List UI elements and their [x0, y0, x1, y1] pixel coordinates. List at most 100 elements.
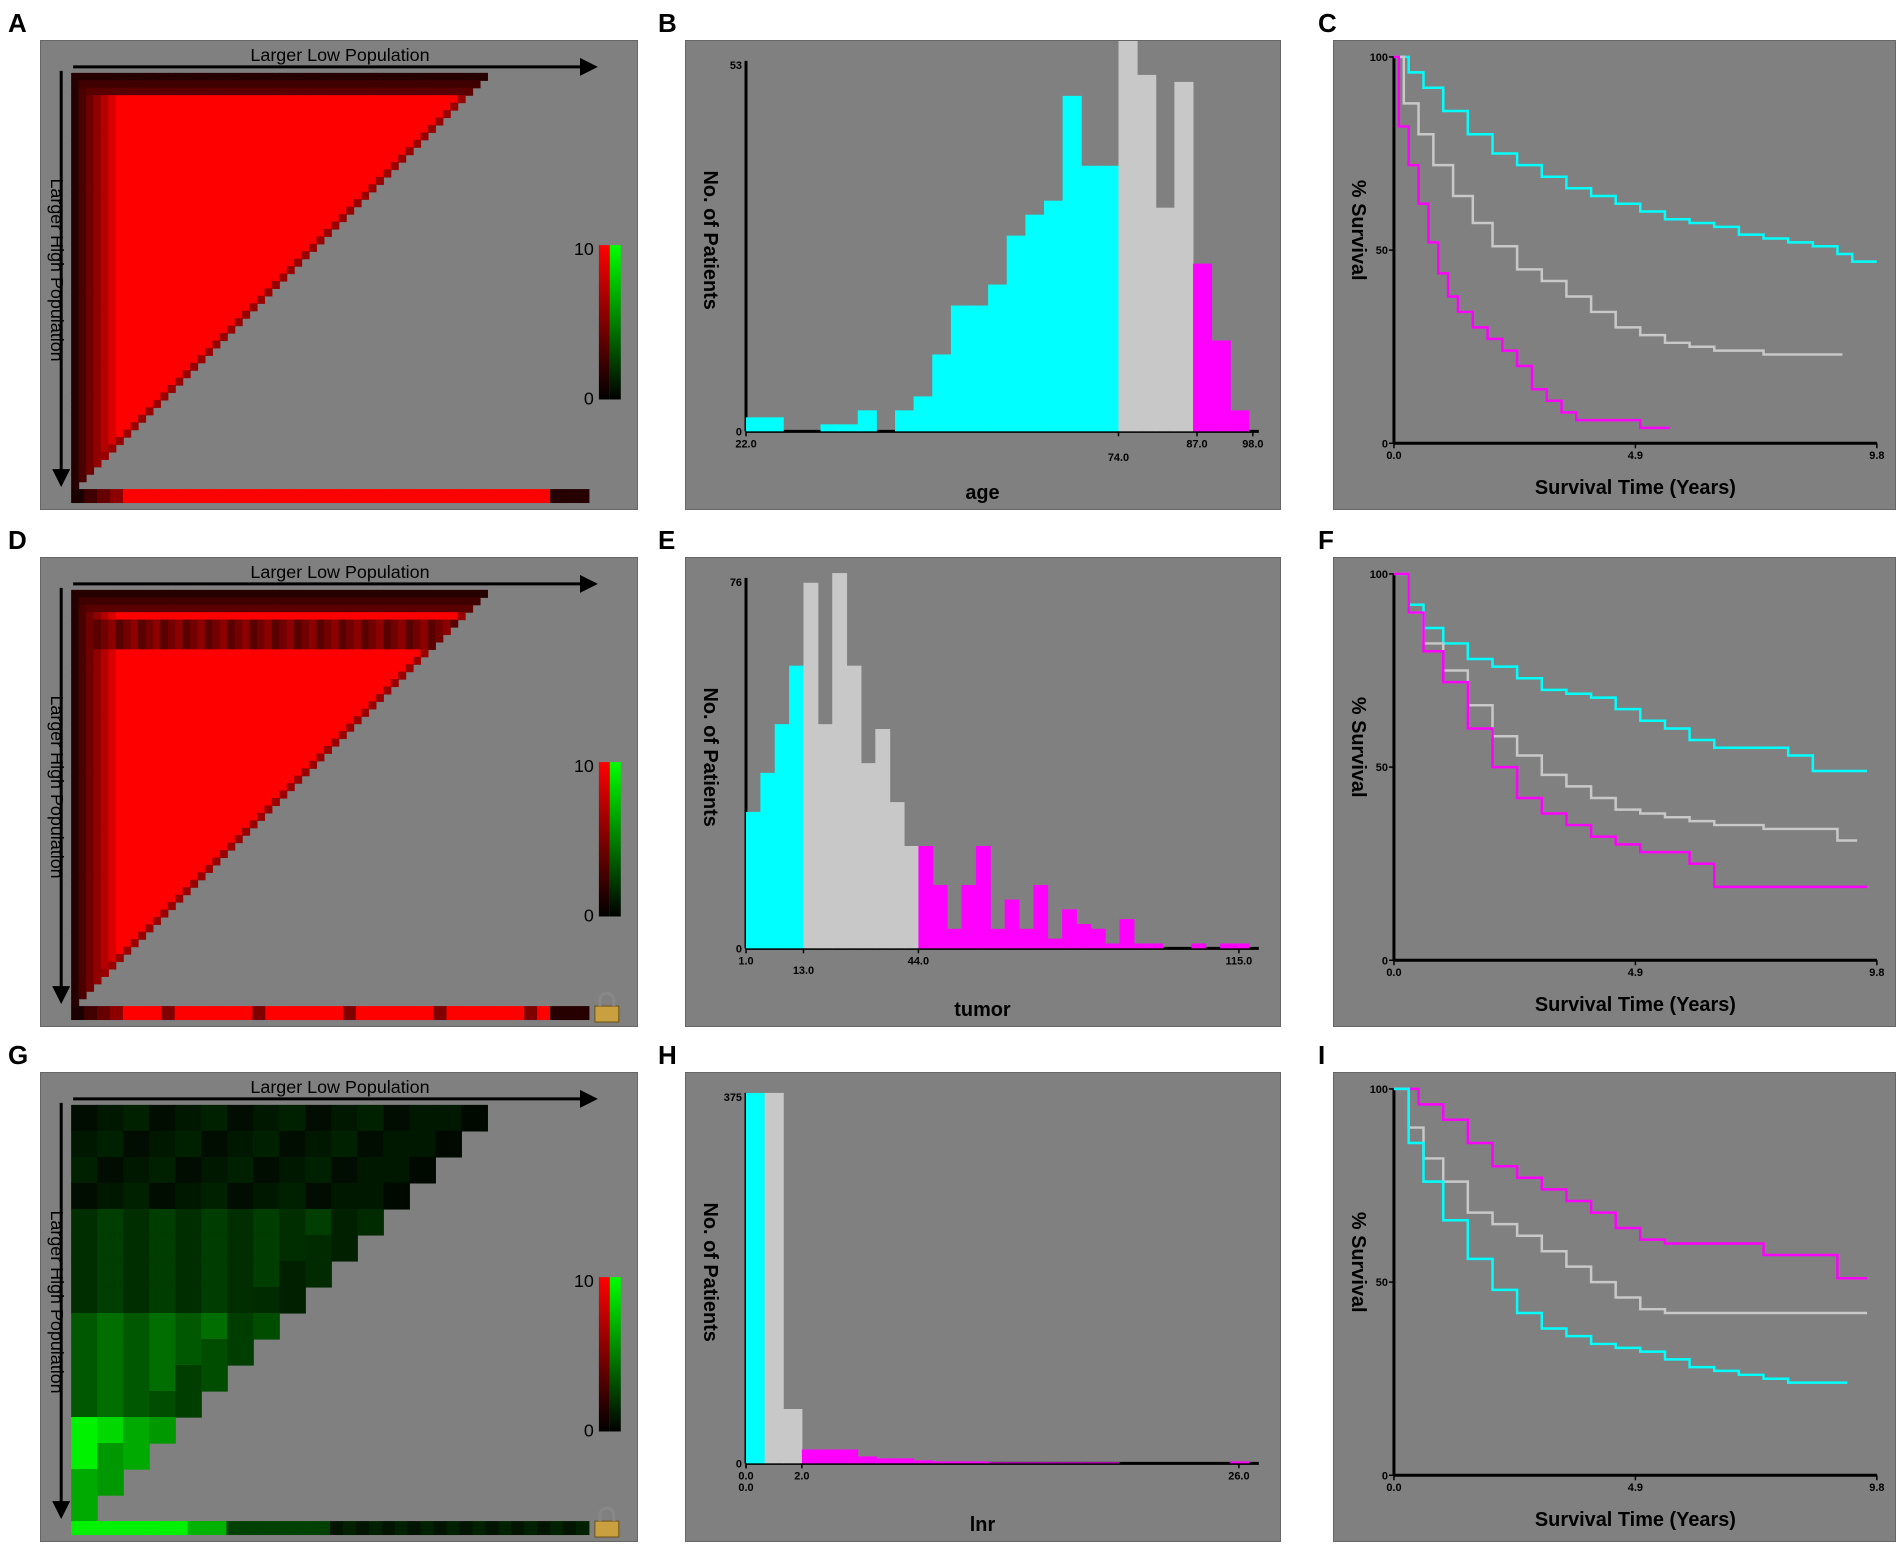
heatmap-cell	[138, 708, 147, 717]
heatmap-cell	[234, 656, 243, 665]
heatmap-cell	[71, 176, 80, 185]
heatmap-cell	[305, 1104, 332, 1132]
heatmap-cell	[338, 716, 347, 725]
heatmap-cell	[286, 679, 295, 688]
heatmap-cell	[286, 671, 295, 680]
heatmap-cell	[271, 768, 280, 777]
heatmap-cell	[264, 701, 273, 710]
heatmap-cell	[242, 87, 251, 96]
heatmap-cell	[145, 916, 154, 925]
heatmap-cell	[100, 221, 109, 230]
heatmap-cell	[100, 664, 109, 673]
heatmap-cell	[249, 132, 258, 141]
heatmap-cell	[115, 790, 124, 799]
heatmap-cell	[190, 850, 199, 859]
heatmap-cell	[390, 80, 399, 89]
heatmap-cell	[413, 72, 422, 81]
heatmap-cell	[71, 228, 80, 237]
heatmap-cell	[197, 124, 206, 133]
heatmap-cell	[390, 72, 399, 81]
heatmap-cell	[190, 612, 199, 621]
heatmap-cell	[308, 110, 318, 119]
heatmap-cell	[457, 604, 466, 613]
heatmap-cell	[86, 731, 95, 740]
heatmap-cell	[167, 295, 176, 304]
heatmap-cell	[167, 612, 176, 621]
heatmap-cell	[242, 184, 251, 193]
heatmap-cell	[323, 139, 332, 148]
heatmap-cell	[78, 783, 87, 792]
heatmap-cell	[219, 731, 228, 740]
heatmap-cell	[108, 946, 117, 955]
heatmap-cell	[204, 649, 213, 658]
heatmap-cell	[100, 649, 109, 658]
heatmap-cell	[197, 110, 206, 119]
heatmap-cell	[123, 280, 132, 290]
heatmap-cell	[405, 597, 414, 606]
heatmap-cell	[264, 716, 273, 725]
heatmap-cell	[249, 797, 258, 807]
heatmap-cell	[368, 649, 377, 658]
heatmap-cell	[409, 1104, 436, 1132]
heatmap-cell	[242, 147, 251, 156]
heatmap-cell	[286, 627, 295, 636]
heatmap-cell	[93, 968, 102, 977]
x-tick-label: 13.0	[793, 965, 814, 977]
heatmap-cell	[86, 206, 95, 215]
heatmap-cell	[145, 820, 154, 829]
heatmap-cell	[190, 857, 199, 866]
heatmap-cell	[97, 1338, 124, 1366]
heatmap-cell	[234, 117, 243, 126]
histogram-bar	[1133, 943, 1149, 949]
heatmap-cell	[271, 169, 280, 178]
heatmap-cell	[219, 790, 228, 799]
heatmap-cell	[212, 318, 221, 327]
histogram-bar	[817, 724, 833, 949]
heatmap-cell	[71, 924, 80, 933]
strip-cell	[265, 1521, 279, 1536]
heatmap-cell	[138, 236, 147, 245]
heatmap-cell	[234, 251, 243, 260]
histogram-bar	[932, 884, 948, 949]
strip-cell	[252, 1006, 266, 1021]
survival-curve-low	[1393, 1087, 1848, 1384]
heatmap-cell	[149, 1286, 176, 1314]
heatmap-cell	[316, 206, 325, 215]
heatmap-cell	[331, 597, 340, 606]
heatmap-cell	[368, 656, 377, 665]
heatmap-cell	[279, 132, 288, 141]
heatmap-cell	[361, 154, 370, 163]
heatmap-cell	[338, 95, 347, 104]
heatmap-cell	[152, 340, 161, 349]
heatmap-cell	[152, 132, 161, 141]
histogram-bar	[895, 1458, 915, 1464]
heatmap-cell	[71, 805, 80, 814]
heatmap-cell	[138, 894, 147, 903]
heatmap-cell	[86, 221, 95, 230]
heatmap-cell	[204, 708, 213, 717]
heatmap-cell	[123, 258, 132, 267]
heatmap-cell	[71, 641, 80, 650]
heatmap-cell	[100, 619, 109, 628]
heatmap-cell	[78, 169, 87, 178]
histogram-bar	[1192, 263, 1213, 432]
heatmap-cell	[375, 139, 384, 148]
heatmap-cell	[286, 221, 295, 230]
heatmap-cell	[108, 693, 117, 702]
heatmap-cell	[294, 228, 303, 237]
heatmap-cell	[145, 827, 154, 836]
heatmap-cell	[100, 641, 109, 650]
heatmap-cell	[160, 169, 169, 178]
heatmap-cell	[256, 589, 265, 598]
heatmap-cell	[242, 162, 251, 171]
heatmap-cell	[115, 422, 124, 431]
heatmap-cell	[197, 162, 206, 171]
heatmap-cell	[123, 221, 132, 230]
heatmap-cell	[305, 1234, 332, 1262]
heatmap-cell	[264, 627, 273, 636]
heatmap-cell	[145, 627, 154, 636]
heatmap-cell	[78, 422, 87, 431]
heatmap-cell	[78, 664, 87, 673]
heatmap-cell	[286, 228, 295, 237]
heatmap-cell	[301, 243, 310, 252]
